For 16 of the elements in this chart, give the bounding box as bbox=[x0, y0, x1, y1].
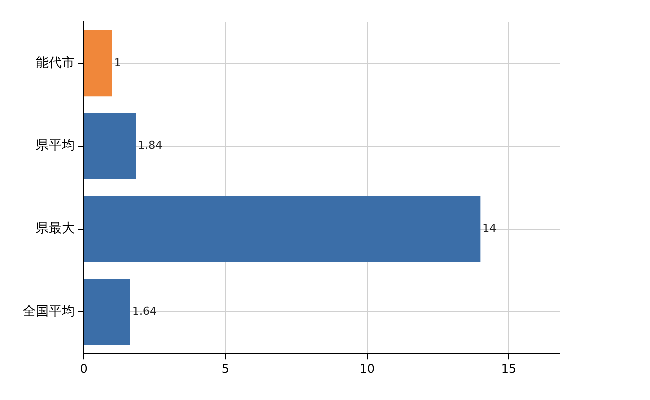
data-label: 1 bbox=[114, 56, 122, 70]
x-tick-label: 5 bbox=[222, 362, 230, 376]
y-tick-label: 県平均 bbox=[36, 138, 75, 154]
bar bbox=[84, 113, 136, 180]
data-label: 1.64 bbox=[132, 305, 157, 318]
bar bbox=[84, 196, 481, 262]
bar bbox=[84, 278, 130, 346]
y-tick-label: 全国平均 bbox=[23, 304, 75, 320]
x-tick-label: 10 bbox=[360, 362, 375, 376]
x-tick-label: 15 bbox=[501, 362, 517, 376]
y-tick-label: 能代市 bbox=[36, 56, 75, 71]
bar bbox=[84, 30, 112, 97]
data-label: 1.84 bbox=[138, 139, 163, 152]
x-tick-label: 0 bbox=[80, 362, 88, 376]
y-tick-label: 県最大 bbox=[36, 222, 75, 237]
data-label: 14 bbox=[482, 222, 497, 236]
